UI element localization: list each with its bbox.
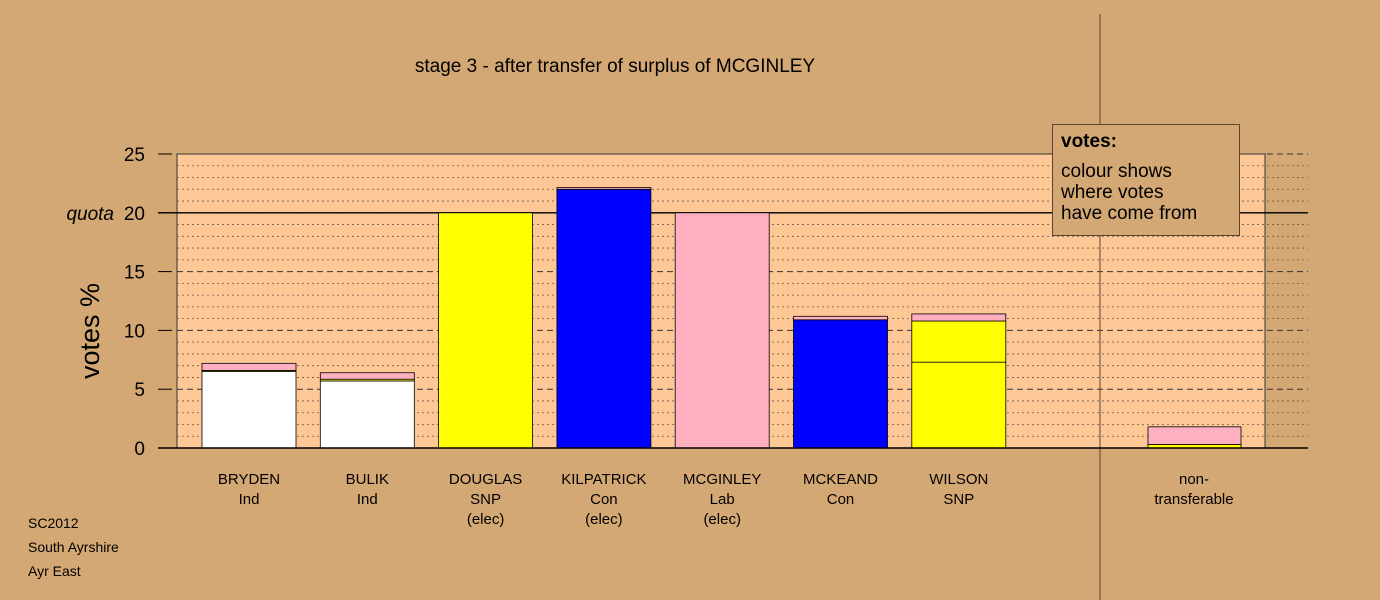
legend-line-1: colour shows xyxy=(1061,161,1172,182)
bar-mckeand-segment xyxy=(793,319,888,449)
bar-wilson-segment xyxy=(911,313,1007,322)
legend-title: votes: xyxy=(1061,131,1117,152)
y-axis-label: votes % xyxy=(75,283,105,379)
y-axis: 0 5 10 15 20 25 quota xyxy=(66,145,1308,460)
x-label-bryden: Ind xyxy=(239,491,260,508)
x-label-bryden: BRYDEN xyxy=(218,471,280,488)
x-label-mckeand: MCKEAND xyxy=(803,471,878,488)
x-label-bulik: BULIK xyxy=(346,471,389,488)
bar-bulik-segment xyxy=(319,372,415,380)
bars xyxy=(201,187,1242,449)
x-label-mcginley: Lab xyxy=(710,491,735,508)
legend: votes: colour shows where votes have com… xyxy=(1052,124,1240,236)
x-label-douglas: (elec) xyxy=(467,511,505,528)
y-tick-label: 0 xyxy=(134,439,145,460)
y-tick-label: 15 xyxy=(124,263,145,284)
footer-election: SC2012 xyxy=(28,515,79,531)
x-label-nontransferable: transferable xyxy=(1154,491,1233,508)
x-label-mckeand: Con xyxy=(827,491,855,508)
bar-wilson-segment xyxy=(911,320,1007,363)
footer-info: SC2012 South Ayrshire Ayr East xyxy=(28,511,119,583)
x-label-kilpatrick: Con xyxy=(590,491,618,508)
x-label-wilson: WILSON xyxy=(929,471,988,488)
x-label-mcginley: MCGINLEY xyxy=(683,471,761,488)
bar-bryden-segment xyxy=(201,371,297,449)
x-label-douglas: DOUGLAS xyxy=(449,471,522,488)
quota-label: quota xyxy=(66,204,114,225)
chart-title: stage 3 - after transfer of surplus of M… xyxy=(415,56,816,77)
x-label-wilson: SNP xyxy=(943,491,974,508)
x-label-douglas: SNP xyxy=(470,491,501,508)
x-label-kilpatrick: (elec) xyxy=(585,511,623,528)
x-label-mcginley: (elec) xyxy=(703,511,741,528)
bar-nontransferable-segment xyxy=(1147,426,1242,445)
legend-description: colour shows where votes have come from xyxy=(1061,161,1231,224)
bar-mckeand-segment xyxy=(793,315,888,321)
y-tick-label: 5 xyxy=(134,380,145,401)
bar-kilpatrick-segment xyxy=(556,188,652,449)
bar-kilpatrick-segment xyxy=(556,187,652,190)
bar-douglas-segment xyxy=(438,212,534,449)
x-axis-labels: BRYDEN Ind BULIK Ind DOUGLAS SNP (elec) KILPATR… xyxy=(218,471,1234,528)
bar-bulik-segment xyxy=(319,380,415,449)
bar-bryden-segment xyxy=(201,362,297,371)
y-tick-label: 25 xyxy=(124,145,145,166)
x-label-kilpatrick: KILPATRICK xyxy=(561,471,646,488)
x-label-bulik: Ind xyxy=(357,491,378,508)
x-label-nontransferable: non- xyxy=(1179,471,1209,488)
y-tick-label: 20 xyxy=(124,204,145,225)
footer-council: South Ayrshire xyxy=(28,539,119,555)
bar-mcginley-segment xyxy=(674,212,770,449)
y-tick-label: 10 xyxy=(124,321,145,342)
bar-wilson-segment xyxy=(911,361,1007,449)
legend-line-2: where votes xyxy=(1061,182,1164,203)
footer-ward: Ayr East xyxy=(28,563,81,579)
legend-line-3: have come from xyxy=(1061,203,1198,224)
